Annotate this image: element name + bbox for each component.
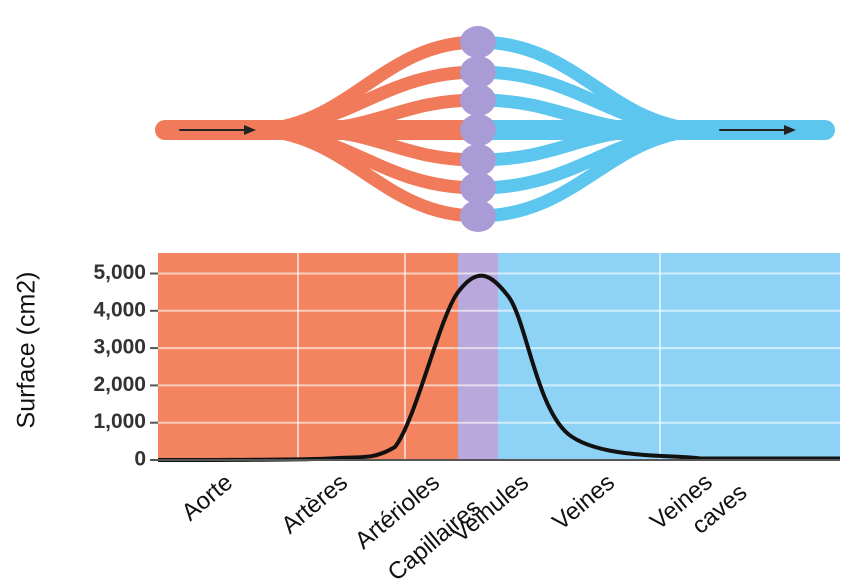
vessel-diagram [155,26,835,232]
y-tick-label: 3,000 [93,336,146,359]
line [204,273,701,462]
x-tick-label: Veinescaves [645,456,752,559]
x-tick-label: Artères [276,469,353,539]
y-tick-label: 4,000 [93,298,146,321]
x-tick-label: Veines [547,469,620,536]
y-tick-label: 1,000 [93,410,146,433]
y-tick-label: 0 [134,448,146,471]
plot-background [158,253,840,460]
y-tick-label: 2,000 [93,373,146,396]
x-tick-label: Aorte [177,469,238,527]
y-tick-label: 5,000 [93,261,146,284]
y-axis-label: Surface (cm2) [13,272,41,429]
